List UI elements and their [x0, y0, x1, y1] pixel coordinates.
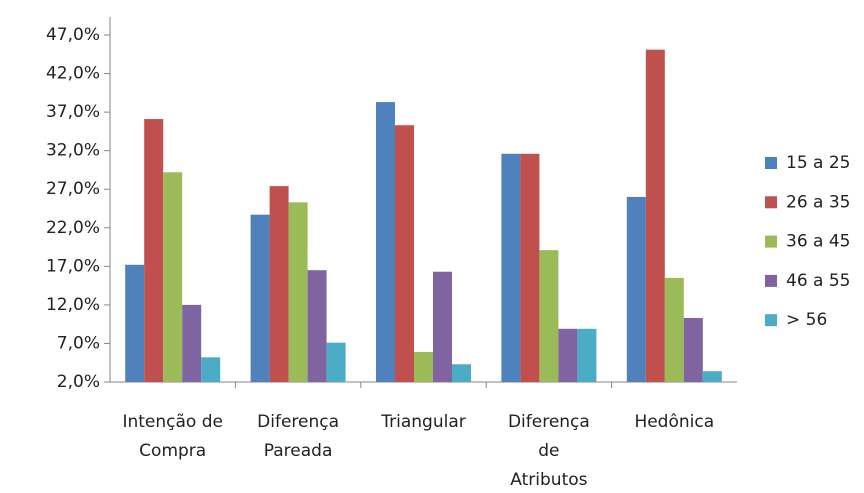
legend-swatch: [765, 274, 777, 287]
bar: [501, 153, 521, 382]
bar: [395, 125, 414, 382]
legend-swatch: [765, 314, 777, 327]
bar: [163, 172, 183, 382]
y-tick-label: 27,0%: [46, 179, 100, 199]
y-tick-label: 37,0%: [46, 102, 100, 122]
bar: [452, 364, 471, 382]
bar: [250, 214, 270, 382]
y-tick-label: 17,0%: [46, 256, 100, 276]
legend-label: 46 a 55: [786, 271, 851, 291]
bar: [269, 186, 289, 382]
x-tick-label: Pareada: [264, 441, 333, 461]
bar: [414, 351, 433, 382]
x-tick-label: Compra: [139, 441, 206, 461]
bar: [539, 250, 559, 382]
bar: [645, 49, 665, 382]
bar: [144, 119, 164, 382]
y-tick-label: 22,0%: [46, 218, 100, 238]
x-tick-label: Diferença: [257, 412, 339, 432]
bar: [520, 153, 540, 382]
legend-label: 36 a 45: [786, 232, 851, 252]
legend-swatch: [765, 196, 777, 209]
legend-swatch: [765, 235, 777, 248]
bar: [702, 371, 722, 382]
bar: [376, 102, 395, 382]
bar: [307, 270, 327, 382]
bar: [182, 304, 202, 382]
x-tick-label: Hedônica: [634, 412, 714, 432]
y-tick-label: 12,0%: [46, 295, 100, 315]
bar: [433, 271, 452, 382]
bar: [201, 357, 221, 382]
legend-label: 26 a 35: [786, 192, 851, 212]
y-tick-label: 2,0%: [57, 372, 100, 392]
y-tick-label: 47,0%: [46, 25, 100, 45]
bar: [664, 277, 684, 382]
x-tick-label: Triangular: [380, 412, 466, 432]
legend-label: > 56: [786, 310, 827, 330]
legend-label: 15 a 25: [786, 153, 851, 173]
x-tick-label: Atributos: [510, 470, 587, 490]
bar: [326, 342, 346, 382]
y-tick-label: 32,0%: [46, 141, 100, 161]
bar: [288, 202, 308, 382]
bar: [626, 196, 646, 382]
x-tick-label: de: [538, 441, 559, 461]
bar: [125, 264, 145, 382]
x-tick-label: Intenção de: [122, 412, 223, 432]
y-tick-label: 7,0%: [57, 333, 100, 353]
legend-swatch: [765, 157, 777, 169]
y-tick-label: 42,0%: [46, 64, 100, 84]
bar: [558, 328, 578, 382]
bar: [577, 328, 597, 382]
x-tick-label: Diferença: [508, 412, 590, 432]
bar: [683, 317, 703, 382]
